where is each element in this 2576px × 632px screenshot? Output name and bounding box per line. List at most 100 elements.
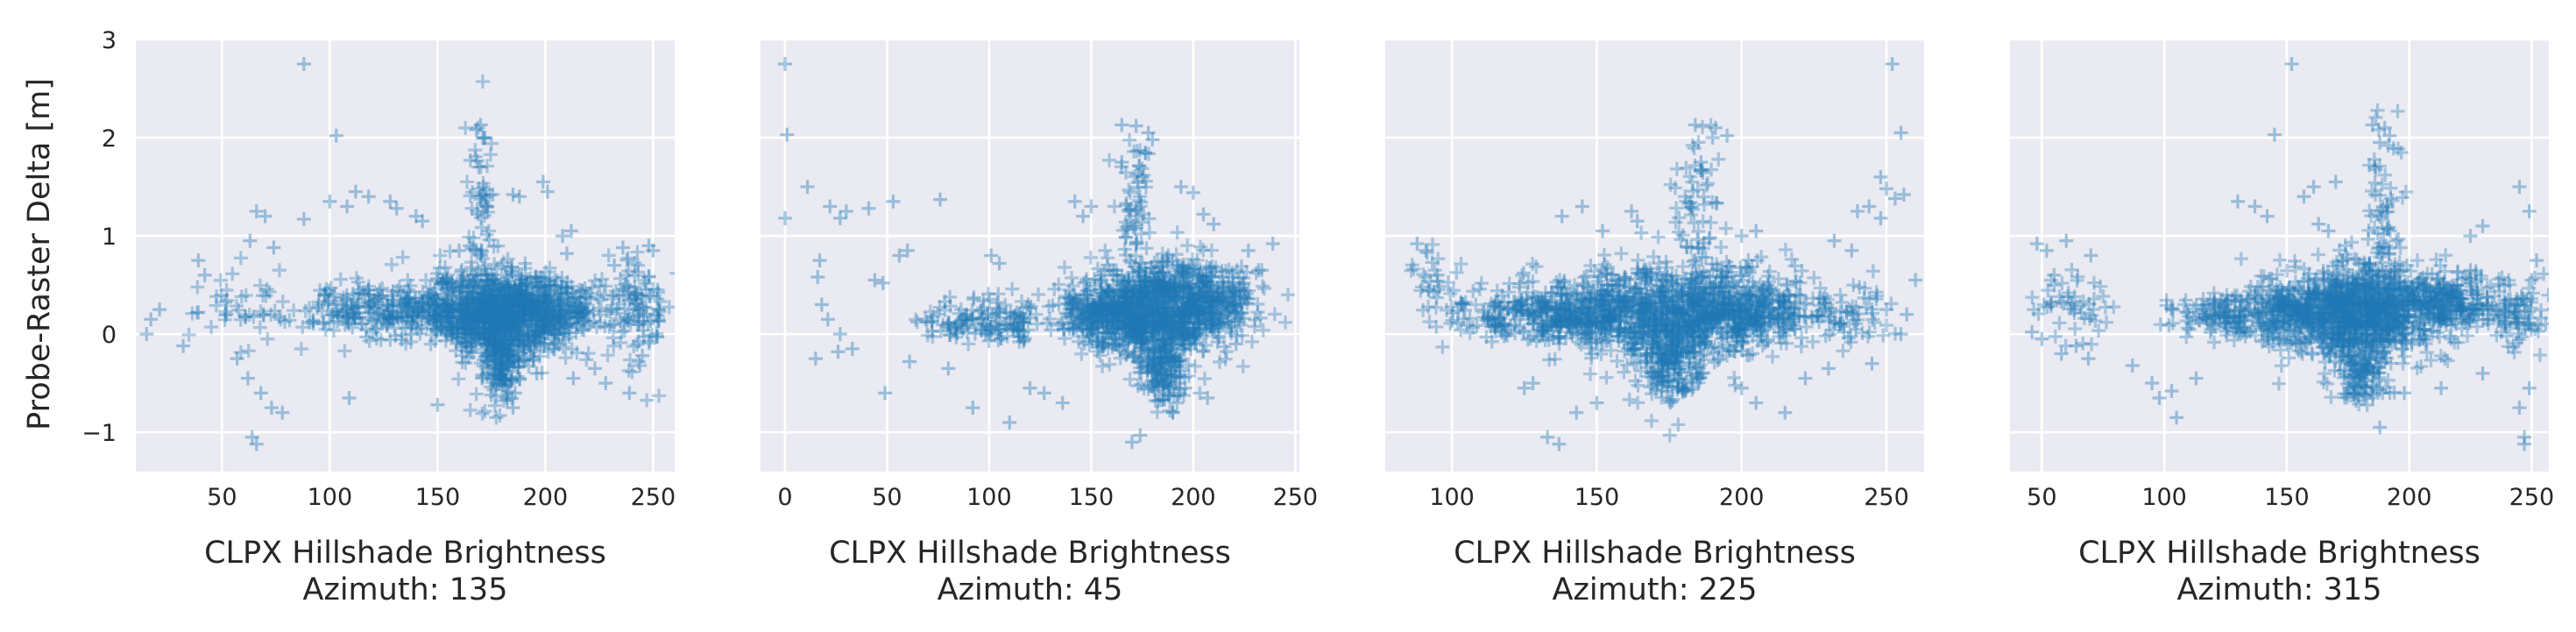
scatter-point: [341, 315, 356, 330]
scatter-point: [507, 281, 522, 296]
scatter-point: [528, 312, 543, 327]
scatter-point: [486, 342, 501, 357]
scatter-point: [487, 319, 502, 334]
scatter-point: [522, 295, 537, 310]
scatter-point: [485, 267, 499, 282]
scatter-point: [275, 295, 290, 309]
scatter-point: [1212, 307, 1226, 322]
scatter-point: [537, 295, 552, 310]
scatter-point: [528, 270, 543, 285]
scatter-point: [1121, 323, 1136, 337]
scatter-point: [490, 306, 505, 321]
scatter-point: [1111, 309, 1126, 324]
scatter-point: [1175, 270, 1190, 285]
scatter-point: [454, 340, 469, 355]
scatter-point: [1107, 313, 1122, 328]
scatter-point: [1110, 273, 1125, 288]
scatter-point: [1187, 328, 1202, 343]
scatter-point: [1118, 305, 1133, 320]
scatter-point: [536, 294, 551, 309]
scatter-point: [564, 297, 579, 312]
scatter-point: [1152, 314, 1167, 329]
scatter-point: [1067, 292, 1082, 307]
scatter-point: [501, 317, 516, 332]
scatter-point: [1054, 316, 1069, 331]
scatter-point: [189, 305, 204, 320]
scatter-point: [516, 297, 531, 312]
scatter-point: [1181, 330, 1196, 344]
scatter-point: [1110, 302, 1125, 317]
scatter-point: [471, 314, 485, 329]
scatter-point: [1133, 360, 1148, 375]
scatter-point: [572, 282, 587, 297]
scatter-point: [1178, 311, 1192, 326]
scatter-point: [1146, 325, 1161, 340]
scatter-point: [510, 291, 525, 306]
scatter-point: [1135, 332, 1150, 347]
scatter-point: [322, 194, 337, 209]
scatter-point: [1147, 319, 1162, 334]
scatter-point: [473, 294, 488, 309]
scatter-point: [486, 333, 501, 348]
scatter-point: [1095, 318, 1110, 333]
scatter-point: [400, 296, 414, 311]
scatter-point: [470, 295, 485, 309]
scatter-point: [256, 308, 271, 323]
scatter-point: [1200, 285, 1214, 300]
scatter-point: [464, 327, 478, 342]
scatter-point: [495, 335, 510, 350]
scatter-point: [523, 338, 538, 353]
scatter-point: [1047, 281, 1062, 296]
scatter-point: [1221, 315, 1235, 330]
scatter-point: [1076, 275, 1091, 290]
scatter-point: [514, 309, 529, 323]
scatter-point: [464, 344, 478, 359]
scatter-point: [586, 303, 601, 318]
scatter-point: [577, 323, 591, 337]
scatter-point: [455, 263, 470, 278]
scatter-point: [1145, 281, 1160, 296]
scatter-point: [560, 280, 575, 295]
x-tick-label: 250: [1273, 484, 1319, 511]
scatter-point: [535, 323, 550, 338]
scatter-point: [470, 306, 485, 321]
scatter-point: [385, 303, 400, 318]
scatter-point: [351, 305, 366, 320]
scatter-point: [1133, 278, 1148, 293]
scatter-point: [369, 331, 384, 346]
scatter-point: [1139, 266, 1154, 281]
scatter-point: [1133, 335, 1148, 350]
scatter-point: [1109, 281, 1124, 296]
scatter-point: [1137, 329, 1152, 344]
scatter-point: [1215, 290, 1230, 305]
scatter-point: [1183, 299, 1198, 314]
scatter-point: [1086, 302, 1101, 316]
scatter-point: [1152, 350, 1167, 365]
scatter-point: [1058, 289, 1073, 304]
scatter-point: [431, 297, 446, 312]
scatter-point: [379, 319, 394, 334]
scatter-point: [1179, 296, 1194, 311]
scatter-point: [627, 280, 642, 295]
scatter-point: [1172, 354, 1187, 369]
scatter-point: [1185, 299, 1200, 314]
scatter-point: [1161, 280, 1176, 295]
scatter-point: [526, 332, 541, 347]
scatter-point: [499, 337, 513, 352]
scatter-point: [1134, 377, 1149, 392]
scatter-point: [423, 316, 438, 330]
scatter-point: [1095, 359, 1110, 373]
scatter-point: [361, 189, 376, 204]
scatter-point: [485, 301, 499, 316]
scatter-point: [529, 297, 544, 312]
scatter-point: [1194, 279, 1209, 294]
scatter-point: [523, 292, 538, 307]
scatter-point: [529, 323, 544, 338]
scatter-point: [144, 312, 159, 327]
scatter-point: [1075, 319, 1090, 334]
scatter-point: [1161, 311, 1176, 326]
scatter-point: [1172, 352, 1187, 366]
scatter-point: [345, 287, 360, 302]
scatter-point: [1133, 274, 1148, 289]
scatter-point: [1168, 370, 1183, 385]
